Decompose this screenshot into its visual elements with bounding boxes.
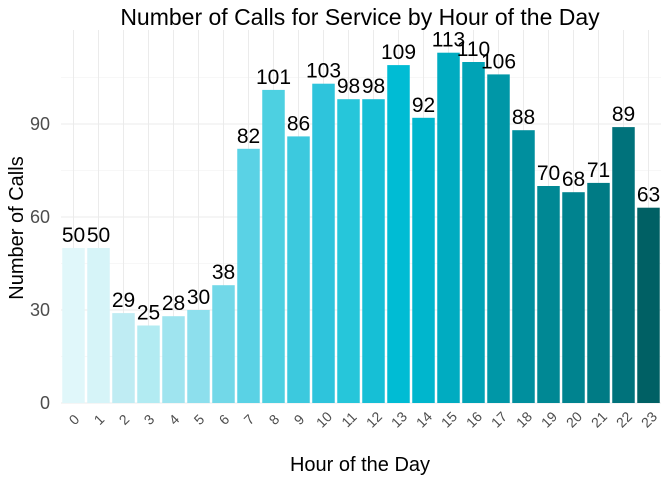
- x-tick-label: 16: [463, 408, 485, 430]
- x-axis-title: Hour of the Day: [290, 454, 430, 476]
- data-label: 110: [457, 38, 490, 61]
- x-tick-label: 15: [438, 408, 460, 430]
- bar: [487, 74, 510, 404]
- bar: [337, 99, 360, 403]
- bar: [587, 182, 610, 403]
- bar: [462, 62, 485, 403]
- y-axis-title: Number of Calls: [6, 156, 28, 299]
- x-tick-label: 1: [91, 411, 108, 428]
- data-label: 86: [287, 112, 310, 135]
- bar: [512, 130, 535, 403]
- data-label: 103: [306, 60, 341, 83]
- bar: [187, 310, 210, 403]
- bar: [537, 186, 560, 403]
- y-tick-label: 0: [40, 393, 50, 413]
- x-tick-label: 19: [538, 408, 560, 430]
- data-label: 82: [237, 125, 260, 148]
- data-label: 92: [412, 94, 435, 117]
- data-label: 63: [637, 184, 660, 207]
- y-axis-ticks: 0 30 60 90: [30, 114, 50, 413]
- y-tick-label: 60: [30, 207, 50, 227]
- data-label: 88: [512, 106, 535, 129]
- data-label: 70: [537, 162, 560, 185]
- x-tick-label: 9: [291, 411, 308, 428]
- bar: [62, 248, 85, 403]
- data-label: 101: [256, 66, 291, 89]
- bar: [562, 192, 585, 403]
- x-tick-label: 3: [141, 411, 158, 428]
- bar: [237, 148, 260, 403]
- data-label: 50: [62, 224, 85, 247]
- data-label: 89: [612, 103, 635, 126]
- x-tick-label: 6: [216, 411, 233, 428]
- x-tick-label: 23: [638, 408, 660, 430]
- data-label: 71: [587, 159, 610, 182]
- bar: [437, 52, 460, 403]
- x-tick-label: 8: [266, 411, 283, 428]
- x-tick-label: 18: [513, 408, 535, 430]
- x-tick-label: 4: [166, 411, 183, 428]
- data-label: 50: [87, 224, 110, 247]
- x-tick-label: 22: [613, 408, 635, 430]
- x-tick-label: 12: [363, 408, 385, 430]
- data-label: 98: [362, 75, 385, 98]
- x-tick-label: 2: [116, 411, 133, 428]
- data-label: 28: [162, 292, 185, 315]
- x-tick-label: 13: [388, 408, 410, 430]
- bars: [62, 52, 660, 404]
- data-label: 29: [112, 289, 135, 312]
- bar: [287, 136, 310, 403]
- data-label: 109: [381, 41, 416, 64]
- bar: [362, 99, 385, 403]
- data-label: 25: [137, 302, 160, 325]
- bar: [412, 117, 435, 404]
- bar: [387, 65, 410, 403]
- x-tick-label: 10: [313, 408, 335, 430]
- bar: [137, 325, 160, 403]
- x-tick-label: 14: [413, 408, 435, 430]
- data-label: 113: [432, 29, 465, 52]
- x-tick-label: 7: [241, 411, 258, 428]
- chart-title: Number of Calls for Service by Hour of t…: [120, 4, 600, 30]
- x-tick-label: 0: [66, 411, 83, 428]
- x-tick-label: 20: [563, 408, 585, 430]
- x-tick-label: 11: [338, 409, 360, 431]
- y-tick-label: 90: [30, 114, 50, 134]
- bar: [212, 285, 235, 403]
- bar: [162, 316, 185, 403]
- x-tick-label: 21: [588, 408, 610, 430]
- x-axis-ticks: 0 1 2 3 4 5 6 7 8 9 10 11 12 13 14 15 16 17 18 19 20 21 22 23: [66, 408, 661, 430]
- x-tick-label: 17: [488, 408, 510, 430]
- data-label: 98: [337, 75, 360, 98]
- y-tick-label: 30: [30, 300, 50, 320]
- data-label: 106: [481, 50, 516, 73]
- data-label: 38: [212, 261, 235, 284]
- bar: [112, 313, 135, 403]
- bar: [612, 127, 635, 403]
- bar: [87, 248, 110, 403]
- bar: [312, 83, 335, 403]
- data-label: 68: [562, 168, 585, 191]
- bar: [262, 89, 285, 404]
- x-tick-label: 5: [191, 411, 208, 428]
- bar: [637, 207, 660, 403]
- data-label: 30: [187, 286, 210, 309]
